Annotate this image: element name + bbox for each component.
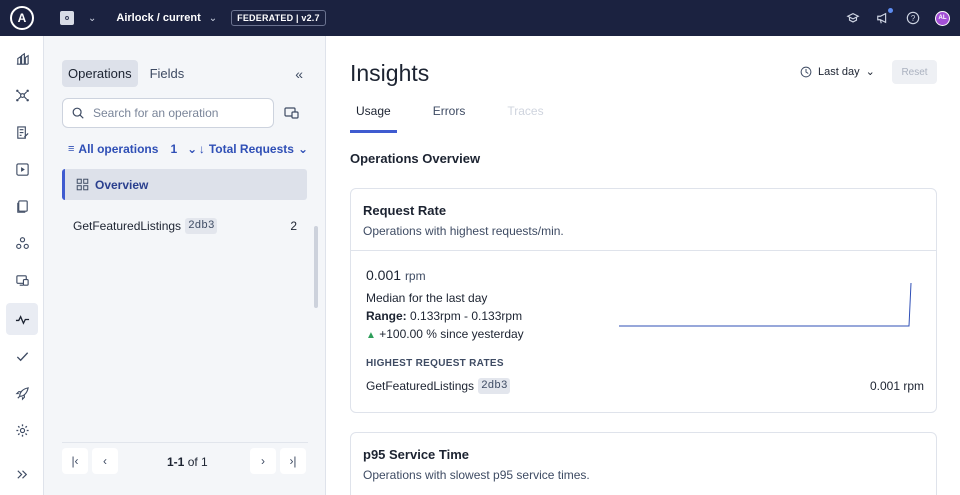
rail-checks-icon[interactable] <box>6 340 38 372</box>
time-range-chevron-down-icon: ⌄ <box>865 66 875 78</box>
range-label: Range: <box>366 309 407 323</box>
rate-unit: rpm <box>404 269 426 283</box>
page-range: 1-1 <box>167 455 185 469</box>
svg-text:?: ? <box>911 14 916 23</box>
sort-chevron-down-icon: ⌄ <box>297 142 308 156</box>
top-operation-name: GetFeaturedListings <box>366 379 475 393</box>
org-icon[interactable]: o <box>60 11 74 25</box>
top-operation-rate: 0.001 rpm <box>869 379 924 393</box>
highest-rate-row[interactable]: GetFeaturedListings 2db3 0.001 rpm <box>366 378 924 394</box>
rail-explorer-icon[interactable] <box>6 153 38 185</box>
tab-usage[interactable]: Usage <box>350 104 397 133</box>
overview-nav-item[interactable]: Overview <box>62 169 307 200</box>
tab-errors[interactable]: Errors <box>432 104 466 118</box>
help-icon[interactable]: ? <box>905 10 921 26</box>
page-total: of 1 <box>187 455 208 469</box>
operation-request-count: 2 <box>290 219 297 233</box>
insights-main: Insights Last day ⌄ Reset Usage Errors T… <box>326 36 960 495</box>
card-subtitle: Operations with slowest p95 service time… <box>363 468 590 482</box>
sort-arrow-down-icon: ↓ <box>198 142 205 156</box>
filter-icon: ≡ <box>68 143 75 155</box>
notification-dot <box>888 8 893 13</box>
collapse-panel-icon[interactable]: « <box>295 66 303 82</box>
operation-list-item[interactable]: GetFeaturedListings 2db3 2 <box>73 218 297 234</box>
tab-fields[interactable]: Fields <box>149 66 185 81</box>
rail-subgraphs-icon[interactable] <box>6 227 38 259</box>
rail-launch-rocket-icon[interactable] <box>6 377 38 409</box>
rail-clients-icon[interactable] <box>6 190 38 222</box>
apollo-logo-icon[interactable]: A <box>10 6 34 30</box>
learn-icon[interactable] <box>845 10 861 26</box>
rail-launches-icon[interactable] <box>6 264 38 296</box>
tab-operations[interactable]: Operations <box>62 60 138 87</box>
graph-selector[interactable]: Airlock / current <box>116 12 201 24</box>
page-indicator: 1-1 of 1 <box>167 455 208 469</box>
operation-name: GetFeaturedListings <box>73 219 182 233</box>
range-value: 0.133rpm - 0.133rpm <box>410 309 523 323</box>
operation-search-input[interactable] <box>93 106 263 120</box>
clock-icon <box>800 66 812 77</box>
operations-filter-dropdown[interactable]: ≡ All operations 1 ⌄ <box>68 142 197 156</box>
rail-expand-icon[interactable] <box>6 458 38 490</box>
request-rate-value: 0.001 rpm <box>366 267 426 283</box>
rail-changelog-icon[interactable] <box>6 116 38 148</box>
rail-settings-gear-icon[interactable] <box>6 414 38 446</box>
range-line: Range: 0.133rpm - 0.133rpm <box>366 309 522 323</box>
card-title: p95 Service Time <box>363 447 469 462</box>
pagination: |‹ ‹ 1-1 of 1 › ›| <box>62 442 308 476</box>
time-range-label: Last day <box>818 65 860 78</box>
search-icon <box>72 107 84 119</box>
open-in-explorer-icon[interactable] <box>284 106 300 120</box>
filter-chevron-down-icon: ⌄ <box>187 142 198 156</box>
tab-traces: Traces <box>507 104 544 118</box>
filter-count: 1 <box>170 142 178 156</box>
change-text: +100.00 % since yesterday <box>379 327 524 341</box>
next-page-button[interactable]: › <box>250 448 276 474</box>
rail-schema-icon[interactable] <box>6 79 38 111</box>
page-title: Insights <box>350 60 430 86</box>
card-title: Request Rate <box>363 203 447 218</box>
service-time-card: p95 Service Time Operations with slowest… <box>350 432 937 495</box>
request-rate-sparkline <box>619 282 912 327</box>
time-range-dropdown[interactable]: Last day ⌄ <box>800 65 875 78</box>
filter-label: All operations <box>78 142 159 156</box>
operation-search-box <box>62 98 274 128</box>
median-text: Median for the last day <box>366 291 488 305</box>
top-navigation-bar: A o ⌄ Airlock / current ⌄ FEDERATED | v2… <box>0 0 960 36</box>
overview-label: Overview <box>95 177 149 192</box>
prev-page-button[interactable]: ‹ <box>92 448 118 474</box>
rate-number: 0.001 <box>366 267 402 283</box>
org-chevron-down-icon[interactable]: ⌄ <box>88 12 97 24</box>
first-page-button[interactable]: |‹ <box>62 448 88 474</box>
request-rate-card: Request Rate Operations with highest req… <box>350 188 937 413</box>
federation-version-badge: FEDERATED | v2.7 <box>231 10 326 26</box>
section-title: Operations Overview <box>350 151 481 166</box>
operations-scrollbar[interactable] <box>314 226 318 308</box>
rail-insights-icon[interactable] <box>6 303 38 335</box>
sort-label: Total Requests <box>208 142 294 156</box>
graph-chevron-down-icon[interactable]: ⌄ <box>208 12 218 24</box>
sort-dropdown[interactable]: ↓ Total Requests ⌄ <box>199 142 308 156</box>
card-subtitle: Operations with highest requests/min. <box>363 224 564 238</box>
last-page-button[interactable]: ›| <box>280 448 306 474</box>
highest-rates-label: HIGHEST REQUEST RATES <box>366 358 504 369</box>
top-operation-hash: 2db3 <box>478 378 511 394</box>
user-avatar[interactable]: AL <box>935 10 950 26</box>
up-triangle-icon: ▲ <box>366 330 376 341</box>
rail-home-icon[interactable] <box>6 42 38 74</box>
change-line: ▲ +100.00 % since yesterday <box>366 327 524 341</box>
announcements-icon[interactable] <box>875 8 893 26</box>
grid-icon <box>76 178 89 191</box>
left-nav-rail <box>0 36 44 495</box>
operation-hash: 2db3 <box>185 218 218 234</box>
operations-panel: Operations Fields « ≡ All operations 1 ⌄… <box>44 36 326 495</box>
reset-button[interactable]: Reset <box>892 60 937 84</box>
